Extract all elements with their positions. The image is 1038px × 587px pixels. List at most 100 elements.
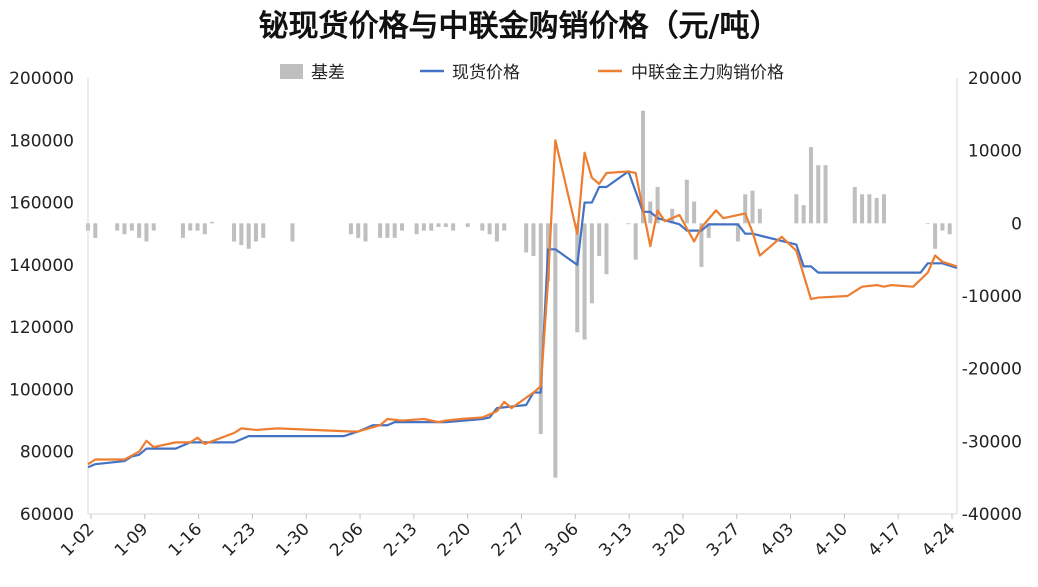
- basis-bar-61: [757, 208, 762, 224]
- legend-label-spot: 现货价格: [452, 63, 520, 83]
- basis-bar-46: [604, 223, 609, 275]
- basis-bars: [85, 110, 952, 478]
- basis-bar-42: [575, 223, 580, 333]
- x-tick-label-16: 4-24: [918, 519, 959, 560]
- y-right-tick-6: 20000: [968, 69, 1022, 89]
- basis-bar-62: [794, 194, 799, 224]
- basis-bar-45: [597, 223, 602, 257]
- x-tick-label-1: 1-09: [111, 519, 152, 560]
- basis-bar-6: [144, 223, 149, 242]
- legend-swatch-basis: [280, 64, 303, 79]
- basis-bar-70: [874, 197, 879, 224]
- basis-bar-52: [670, 208, 675, 224]
- y-left-tick-7: 200000: [9, 69, 74, 89]
- basis-bar-65: [816, 165, 821, 224]
- basis-bar-71: [881, 194, 886, 224]
- basis-bar-43: [582, 223, 587, 340]
- x-tick-label-10: 3-13: [595, 519, 636, 560]
- x-tick-label-8: 2-27: [488, 519, 529, 560]
- basis-bar-48: [633, 223, 638, 260]
- basis-bar-33: [480, 223, 485, 231]
- basis-bar-39: [538, 223, 543, 435]
- basis-bar-66: [823, 165, 828, 224]
- basis-bar-44: [589, 223, 594, 304]
- y-right-tick-0: -40000: [962, 505, 1022, 525]
- basis-bar-31: [451, 223, 456, 231]
- basis-bar-1: [93, 223, 98, 238]
- y-right-tick-2: -20000: [962, 360, 1022, 380]
- basis-bar-47: [626, 223, 631, 225]
- basis-bar-35: [494, 223, 499, 242]
- basis-bar-30: [443, 223, 448, 227]
- basis-bar-3: [122, 223, 127, 235]
- y-left-tick-4: 140000: [9, 256, 74, 276]
- y-left-tick-6: 180000: [9, 131, 74, 151]
- basis-bar-5: [137, 223, 142, 238]
- basis-bar-21: [363, 223, 368, 242]
- basis-bar-17: [261, 223, 266, 238]
- basis-bar-16: [253, 223, 258, 242]
- basis-bar-19: [348, 223, 353, 235]
- basis-bar-25: [400, 223, 405, 231]
- basis-bar-20: [356, 223, 361, 238]
- y-right-tick-5: 10000: [968, 142, 1022, 162]
- basis-bar-29: [436, 223, 441, 227]
- y-left-tick-5: 160000: [9, 194, 74, 214]
- zhonglian-price-line: [87, 139, 958, 466]
- x-tick-label-6: 2-13: [380, 519, 421, 560]
- basis-bar-22: [378, 223, 383, 238]
- basis-bar-73: [933, 223, 938, 249]
- basis-bar-69: [867, 194, 872, 224]
- y-right-tick-1: -30000: [962, 432, 1022, 452]
- y-left-tick-2: 100000: [9, 380, 74, 400]
- basis-bar-23: [385, 223, 390, 238]
- basis-bar-53: [684, 179, 689, 224]
- basis-bar-8: [180, 223, 185, 238]
- x-tick-label-0: 1-02: [57, 519, 98, 560]
- y-left-tick-0: 60000: [20, 505, 74, 525]
- basis-bar-32: [465, 223, 470, 227]
- basis-bar-10: [195, 223, 200, 231]
- basis-bar-36: [502, 223, 507, 231]
- y-left-tick-3: 120000: [9, 318, 74, 338]
- price-lines: [87, 139, 958, 469]
- tick-labels: 6000080000100000120000140000160000180000…: [9, 69, 1022, 561]
- basis-bar-27: [421, 223, 426, 231]
- y-left-tick-1: 80000: [20, 443, 74, 463]
- legend: 基差 现货价格 中联金主力购销价格: [280, 63, 784, 83]
- x-tick-label-7: 2-20: [434, 519, 475, 560]
- basis-bar-55: [699, 223, 704, 267]
- x-tick-label-12: 3-27: [703, 519, 744, 560]
- basis-bar-38: [531, 223, 536, 257]
- x-tick-label-13: 4-03: [757, 519, 798, 560]
- basis-bar-26: [414, 223, 419, 235]
- basis-bar-7: [151, 223, 156, 231]
- basis-bar-12: [210, 221, 215, 224]
- basis-bar-34: [487, 223, 492, 235]
- basis-bar-37: [524, 223, 529, 253]
- x-tick-label-4: 1-30: [272, 519, 313, 560]
- x-tick-label-3: 1-23: [219, 519, 260, 560]
- basis-bar-68: [860, 194, 865, 224]
- basis-bar-11: [202, 223, 207, 235]
- basis-bar-15: [246, 223, 251, 249]
- basis-bar-18: [290, 223, 295, 242]
- basis-bar-9: [188, 223, 193, 231]
- legend-label-zhonglian: 中联金主力购销价格: [631, 63, 784, 83]
- basis-bar-67: [852, 187, 857, 224]
- basis-bar-2: [115, 223, 120, 231]
- axes: [87, 78, 958, 515]
- legend-label-basis: 基差: [311, 63, 345, 83]
- basis-bar-60: [750, 190, 755, 224]
- basis-bar-24: [392, 223, 397, 238]
- y-right-tick-4: 0: [1011, 214, 1022, 234]
- basis-bar-74: [940, 223, 945, 231]
- basis-bar-13: [232, 223, 237, 242]
- basis-bar-63: [801, 205, 806, 224]
- x-tick-label-15: 4-17: [864, 519, 905, 560]
- basis-bar-49: [640, 110, 645, 224]
- basis-bar-51: [655, 187, 660, 224]
- basis-bar-58: [735, 223, 740, 242]
